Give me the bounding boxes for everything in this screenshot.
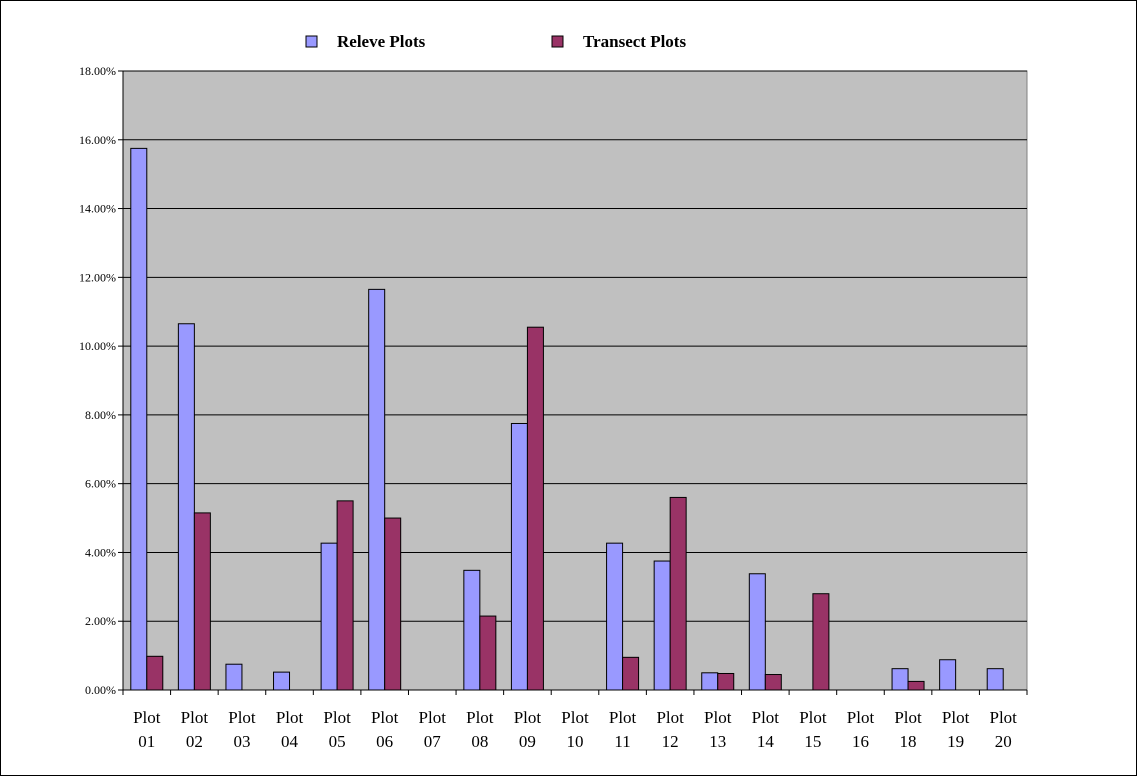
x-tick-label: 02	[186, 732, 203, 751]
x-tick-label: 01	[138, 732, 155, 751]
bar-releve	[606, 542, 624, 691]
x-tick-label: 19	[947, 732, 964, 751]
bar-releve	[463, 569, 481, 691]
x-tick-label: 12	[662, 732, 679, 751]
x-tick-label: Plot	[323, 708, 351, 727]
bar-transect	[146, 655, 164, 691]
bar-transect	[717, 672, 735, 691]
x-tick-label: Plot	[228, 708, 256, 727]
y-tick-label: 4.00%	[85, 545, 116, 559]
x-tick-label: 03	[233, 732, 250, 751]
y-tick-label: 16.00%	[79, 133, 116, 147]
bar-transect	[526, 326, 544, 691]
axes	[122, 71, 1027, 691]
bar-releve	[939, 659, 957, 691]
x-tick-label: Plot	[371, 708, 399, 727]
x-tick-label: Plot	[609, 708, 637, 727]
bar-transect	[622, 656, 640, 691]
x-tick-label: 06	[376, 732, 393, 751]
gridlines	[123, 70, 1027, 622]
legend-label: Releve Plots	[337, 32, 426, 51]
x-tick-label: 13	[709, 732, 726, 751]
x-tick-label: Plot	[990, 708, 1018, 727]
bar-releve	[986, 668, 1004, 691]
y-tick-label: 12.00%	[79, 270, 116, 284]
bar-releve	[891, 668, 909, 691]
x-tick-label: Plot	[419, 708, 447, 727]
x-tick-label: 15	[804, 732, 821, 751]
bar-transect	[812, 593, 830, 691]
legend-swatch-transect	[551, 35, 564, 48]
x-tick-label: Plot	[847, 708, 875, 727]
bar-releve	[273, 671, 291, 691]
x-tick-label: Plot	[656, 708, 684, 727]
x-tick-label: Plot	[466, 708, 494, 727]
x-tick-label: 20	[995, 732, 1012, 751]
x-tick-label: Plot	[752, 708, 780, 727]
legend: Releve Plots Transect Plots	[305, 32, 686, 51]
x-tick-label: 07	[424, 732, 442, 751]
x-tick-label: Plot	[181, 708, 209, 727]
bar-transect	[907, 680, 925, 691]
x-tick-label: Plot	[894, 708, 922, 727]
y-tick-label: 8.00%	[85, 408, 116, 422]
legend-label: Transect Plots	[583, 32, 686, 51]
x-tick-label: Plot	[561, 708, 589, 727]
bar-transect	[479, 615, 497, 691]
x-tick-label: Plot	[514, 708, 542, 727]
bar-transect	[193, 512, 211, 691]
x-tick-label: Plot	[942, 708, 970, 727]
bar-releve	[320, 542, 338, 691]
x-tick-label: 05	[329, 732, 346, 751]
legend-swatch-releve	[305, 35, 318, 48]
bar-releve	[653, 560, 671, 691]
bar-transect	[764, 674, 782, 691]
y-tick-label: 14.00%	[79, 202, 116, 216]
bar-releve	[748, 573, 766, 691]
x-tick-label: 16	[852, 732, 869, 751]
y-tick-label: 10.00%	[79, 339, 116, 353]
plot-area	[122, 70, 1028, 691]
x-tick-label: 08	[471, 732, 488, 751]
x-axis-ticks: Plot 01 Plot 02 Plot 03 Plot 04 Plot 05 Plot 06 Plot…	[122, 690, 1028, 751]
bar-transect	[384, 517, 402, 691]
x-tick-label: Plot	[799, 708, 827, 727]
x-tick-label: Plot	[133, 708, 161, 727]
x-tick-label: 11	[614, 732, 630, 751]
bar-releve	[701, 672, 719, 691]
x-tick-label: Plot	[276, 708, 304, 727]
x-tick-label: 18	[900, 732, 917, 751]
y-tick-label: 0.00%	[85, 683, 116, 697]
y-tick-label: 2.00%	[85, 614, 116, 628]
bar-transect	[669, 496, 687, 691]
x-tick-label: 10	[567, 732, 584, 751]
y-tick-label: 18.00%	[79, 64, 116, 78]
bar-releve	[177, 323, 195, 691]
bar-transect	[336, 500, 354, 691]
bar-releve	[225, 663, 243, 691]
bar-releve	[368, 288, 386, 691]
y-axis-ticks: 0.00% 2.00% 4.00% 6.00% 8.00% 10.00% 12.00% 14.…	[79, 64, 123, 697]
y-tick-label: 6.00%	[85, 477, 116, 491]
x-tick-label: 14	[757, 732, 775, 751]
x-tick-label: 09	[519, 732, 536, 751]
x-tick-label: Plot	[704, 708, 732, 727]
bar-releve	[510, 422, 528, 691]
bar-releve	[130, 147, 148, 691]
x-tick-label: 04	[281, 732, 299, 751]
